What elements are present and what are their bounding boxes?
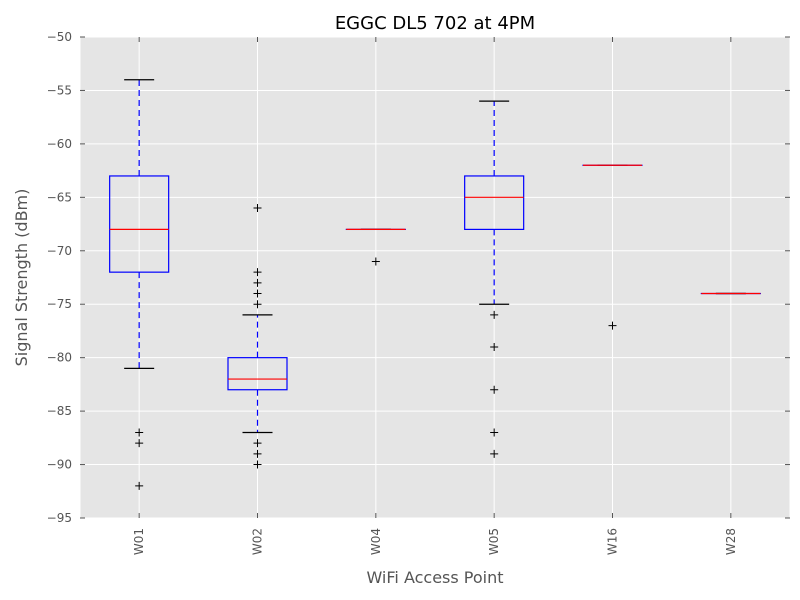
- y-tick-label: −90: [47, 458, 72, 472]
- x-axis-label: WiFi Access Point: [366, 568, 503, 587]
- y-axis-label: Signal Strength (dBm): [12, 189, 31, 367]
- box-w02: [227, 204, 288, 469]
- outlier-point: [135, 439, 144, 448]
- y-tick-label: −55: [47, 83, 72, 97]
- box-w04: [345, 228, 406, 266]
- outlier-point: [253, 204, 262, 213]
- outlier-point: [253, 289, 262, 298]
- outlier-point: [253, 449, 262, 458]
- x-tick-label: W05: [487, 528, 501, 555]
- y-tick-label: −75: [47, 297, 72, 311]
- outlier-point: [135, 481, 144, 490]
- grid: [80, 36, 790, 519]
- y-tick-label: −65: [47, 190, 72, 204]
- ticks: −95 −90 −85 −80 −75 −70 −65 −60 −55 −50 W01 W02 W04 W…: [47, 30, 790, 555]
- plot-frame: [79, 36, 791, 519]
- outlier-point: [253, 460, 262, 469]
- outlier-point: [253, 439, 262, 448]
- outlier-point: [490, 310, 499, 319]
- box-iqr: [109, 175, 170, 273]
- y-tick-label: −80: [47, 351, 72, 365]
- outlier-point: [253, 278, 262, 287]
- outlier-point: [371, 257, 380, 266]
- outlier-point: [490, 449, 499, 458]
- box-w05: [464, 100, 525, 458]
- chart-title: EGGC DL5 702 at 4PM: [335, 13, 535, 34]
- outlier-point: [490, 342, 499, 351]
- outlier-point: [490, 385, 499, 394]
- outlier-point: [253, 268, 262, 277]
- box-w01: [109, 79, 170, 490]
- x-tick-label: W01: [132, 528, 146, 555]
- box-w16: [582, 164, 643, 330]
- y-tick-label: −95: [47, 511, 72, 525]
- y-tick-label: −60: [47, 137, 72, 151]
- outlier-point: [608, 321, 617, 330]
- x-tick-label: W28: [724, 528, 738, 555]
- box-iqr: [227, 357, 288, 391]
- outlier-point: [135, 428, 144, 437]
- y-tick-label: −70: [47, 244, 72, 258]
- y-tick-label: −50: [47, 30, 72, 44]
- outlier-point: [253, 300, 262, 309]
- box-iqr: [464, 175, 525, 230]
- plot-area: [80, 37, 790, 518]
- outlier-point: [490, 428, 499, 437]
- x-tick-label: W04: [369, 528, 383, 555]
- y-tick-label: −85: [47, 404, 72, 418]
- boxes: [109, 79, 761, 490]
- x-tick-label: W02: [251, 528, 265, 555]
- x-tick-label: W16: [606, 528, 620, 555]
